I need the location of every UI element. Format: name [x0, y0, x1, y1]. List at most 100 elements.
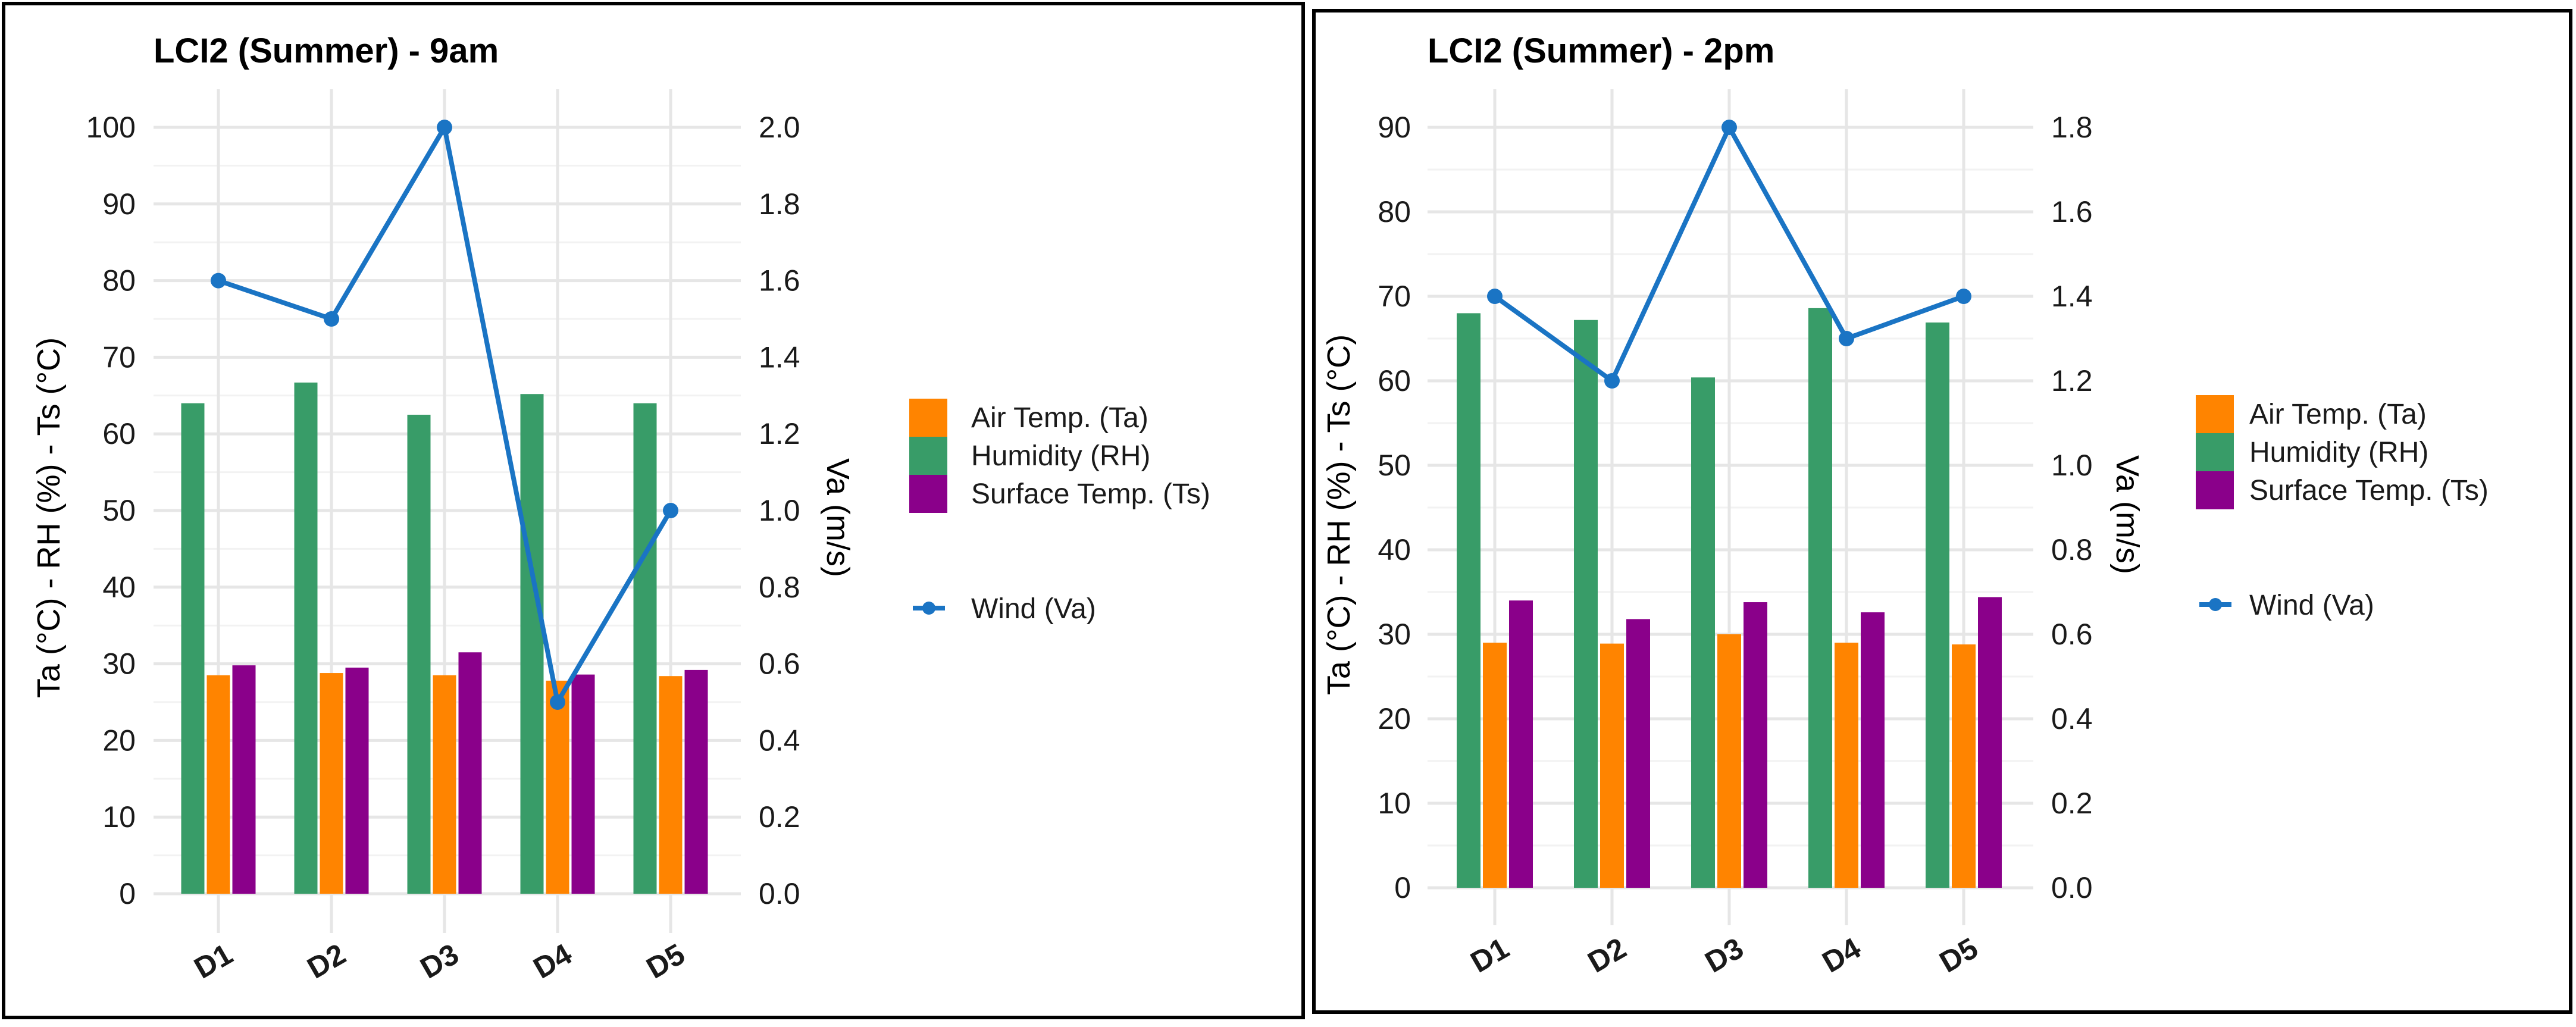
left-tick-label: 70	[1378, 280, 1411, 313]
right-tick-label: 0.2	[2051, 787, 2093, 820]
left-tick-label: 20	[102, 724, 136, 757]
x-tick-label: D1	[189, 937, 238, 985]
bar-air-temp-d4	[546, 680, 569, 894]
right-tick-label: 1.0	[2051, 449, 2093, 482]
left-tick-label: 90	[102, 187, 136, 221]
x-tick-label: D3	[415, 937, 464, 985]
legend-label-humidity: Humidity (RH)	[2249, 437, 2428, 468]
wind-point-d4	[550, 694, 565, 710]
legend-label-humidity: Humidity (RH)	[971, 440, 1150, 472]
left-tick-label: 20	[1378, 702, 1411, 735]
bar-humidity-d5	[1926, 322, 1949, 888]
wind-point-d3	[437, 120, 452, 135]
bar-surface-temp-d1	[232, 665, 256, 894]
wind-point-d5	[1956, 289, 1971, 304]
bar-air-temp-d4	[1835, 643, 1858, 888]
legend-swatch-humidity	[909, 437, 947, 475]
left-axis-ticks: 0 10 20 30 40 50 60 70 80 90	[1378, 111, 1411, 904]
right-tick-label: 1.2	[759, 417, 800, 450]
bar-humidity-d3	[1691, 377, 1715, 888]
bar-surface-temp-d3	[1744, 602, 1767, 888]
legend-swatch-surface-temp	[909, 475, 947, 513]
legend-label-air-temp: Air Temp. (Ta)	[2249, 399, 2427, 430]
bar-humidity-d2	[294, 382, 318, 894]
legend-label-wind: Wind (Va)	[2249, 590, 2374, 621]
left-tick-label: 10	[102, 800, 136, 834]
chart-title: LCI2 (Summer) - 9am	[154, 32, 499, 70]
right-tick-label: 0.6	[759, 647, 800, 681]
left-tick-label: 60	[102, 417, 136, 450]
bar-surface-temp-d3	[458, 652, 482, 894]
wind-point-d5	[663, 503, 678, 518]
legend-swatch-air-temp	[2196, 395, 2234, 433]
chart-9am-svg: LCI2 (Summer) - 9am 0 10 20 30 40 50 60 70 80 90 1…	[2, 2, 1305, 1019]
chart-title: LCI2 (Summer) - 2pm	[1428, 32, 1774, 70]
legend-label-surface-temp: Surface Temp. (Ts)	[2249, 475, 2489, 506]
bar-surface-temp-d4	[1861, 612, 1885, 888]
chart-panel-9am: LCI2 (Summer) - 9am 0 10 20 30 40 50 60 70 80 90 1…	[2, 2, 1305, 1019]
right-tick-label: 1.6	[759, 264, 800, 298]
left-tick-label: 40	[102, 571, 136, 604]
bar-marks	[181, 382, 708, 894]
left-tick-label: 0	[1394, 871, 1411, 904]
legend-swatch-humidity	[2196, 433, 2234, 471]
wind-point-d3	[1721, 120, 1737, 135]
bar-humidity-d1	[181, 403, 205, 894]
right-tick-label: 0.8	[2051, 533, 2093, 566]
wind-line	[211, 120, 678, 710]
right-axis-ticks: 0.0 0.2 0.4 0.6 0.8 1.0 1.2 1.4 1.6 1.8	[2051, 111, 2093, 904]
right-tick-label: 0.6	[2051, 618, 2093, 651]
x-tick-label: D4	[528, 937, 578, 985]
bar-marks	[1457, 308, 2002, 888]
x-tick-label: D2	[302, 937, 351, 985]
right-tick-label: 1.4	[759, 340, 800, 374]
x-tick-label: D2	[1582, 931, 1632, 979]
wind-point-d2	[324, 311, 339, 327]
wind-point-d2	[1604, 373, 1620, 389]
legend-label-air-temp: Air Temp. (Ta)	[971, 402, 1148, 434]
legend-marker-wind	[2209, 598, 2222, 611]
bar-humidity-d4	[1808, 308, 1832, 888]
left-tick-label: 10	[1378, 787, 1411, 820]
legend-label-wind: Wind (Va)	[971, 593, 1096, 625]
x-axis-ticks: D1 D2 D3 D4 D5	[189, 937, 690, 985]
legend: Air Temp. (Ta) Humidity (RH) Surface Tem…	[909, 399, 1210, 625]
bar-air-temp-d3	[1717, 634, 1741, 888]
legend-swatch-air-temp	[909, 399, 947, 437]
right-tick-label: 1.8	[759, 187, 800, 221]
right-axis-title: Va (m/s)	[820, 458, 856, 577]
right-tick-label: 0.2	[759, 800, 800, 834]
panel-frame	[2, 2, 1305, 1019]
x-tick-label: D1	[1465, 931, 1514, 979]
bar-humidity-d2	[1574, 320, 1598, 888]
panel-frame	[1312, 9, 2572, 1014]
x-axis-ticks: D1 D2 D3 D4 D5	[1465, 931, 1983, 979]
right-axis-title: Va (m/s)	[2109, 455, 2145, 574]
chart-2pm-svg: LCI2 (Summer) - 2pm 0102030405060708090 …	[1312, 9, 2572, 1014]
right-tick-label: 0.0	[759, 877, 800, 910]
bar-surface-temp-d1	[1509, 600, 1533, 888]
left-axis-title: Ta (°C) - RH (%) - Ts (°C)	[1321, 334, 1357, 695]
right-tick-label: 1.2	[2051, 364, 2093, 397]
bar-surface-temp-d2	[1626, 619, 1650, 888]
left-tick-label: 0	[119, 877, 136, 910]
left-tick-label: 60	[1378, 364, 1411, 397]
bar-humidity-d3	[407, 415, 431, 894]
left-tick-label: 30	[102, 647, 136, 681]
legend: Air Temp. (Ta) Humidity (RH) Surface Tem…	[2196, 395, 2489, 621]
bar-air-temp-d1	[206, 675, 230, 894]
legend-label-surface-temp: Surface Temp. (Ts)	[971, 478, 1210, 510]
bar-humidity-d4	[520, 394, 544, 894]
left-tick-label: 40	[1378, 533, 1411, 566]
x-tick-label: D5	[641, 937, 690, 985]
right-tick-label: 0.4	[759, 724, 800, 757]
bar-air-temp-d3	[433, 675, 456, 894]
left-axis-ticks: 0 10 20 30 40 50 60 70 80 90 100	[86, 111, 136, 910]
left-tick-label: 70	[102, 340, 136, 374]
bar-air-temp-d2	[1600, 643, 1624, 888]
bar-air-temp-d5	[659, 676, 683, 894]
right-tick-label: 1.0	[759, 494, 800, 527]
wind-line	[1487, 120, 1971, 389]
bar-humidity-d1	[1457, 313, 1481, 888]
right-tick-label: 1.6	[2051, 195, 2093, 228]
